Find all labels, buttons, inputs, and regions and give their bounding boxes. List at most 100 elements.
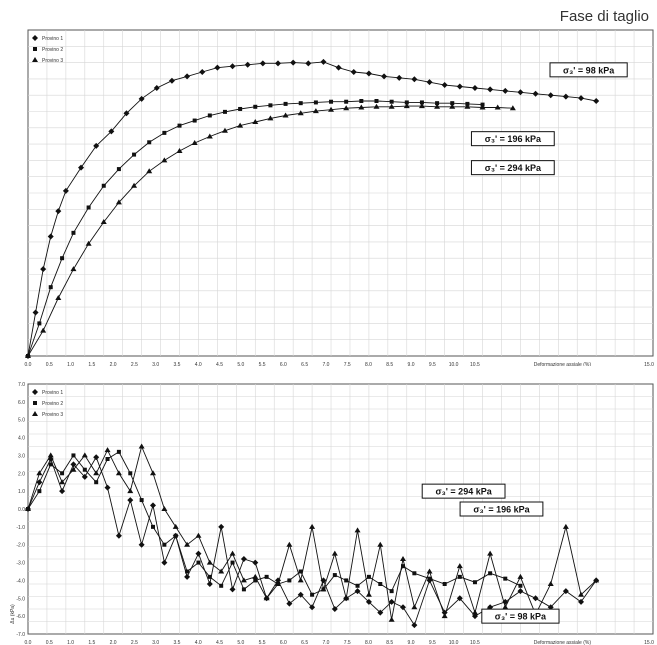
top-legend-marker bbox=[32, 35, 38, 41]
bottom-data-point bbox=[184, 573, 191, 580]
top-data-point bbox=[116, 167, 121, 172]
top-x-tick-label: 0.5 bbox=[46, 362, 53, 366]
top-data-point bbox=[456, 83, 463, 90]
bottom-data-point bbox=[441, 613, 448, 619]
bottom-data-point bbox=[593, 577, 600, 583]
bottom-x-tick-label: 1.5 bbox=[88, 640, 95, 645]
top-data-point bbox=[479, 104, 486, 110]
bottom-y-tick-label: 5.0 bbox=[18, 418, 25, 424]
bottom-data-point bbox=[309, 523, 316, 529]
top-data-point bbox=[146, 168, 153, 174]
top-annotation-box bbox=[470, 131, 555, 147]
top-data-point bbox=[344, 99, 349, 104]
bottom-data-point bbox=[547, 581, 554, 586]
top-data-point bbox=[168, 77, 175, 84]
bottom-y-tick-label: 1.0 bbox=[18, 489, 25, 495]
bottom-x-tick-label: 4.5 bbox=[216, 640, 223, 645]
top-data-point bbox=[32, 309, 39, 316]
top-data-point bbox=[449, 103, 456, 109]
bottom-data-point bbox=[562, 523, 569, 529]
top-data-point bbox=[221, 127, 228, 133]
top-data-point bbox=[335, 64, 342, 71]
bottom-data-point bbox=[400, 604, 406, 611]
bottom-data-point bbox=[365, 591, 372, 597]
bottom-data-point bbox=[309, 604, 316, 611]
top-data-point bbox=[305, 60, 312, 67]
bottom-data-point bbox=[401, 564, 405, 569]
top-data-point bbox=[282, 112, 289, 118]
bottom-data-point bbox=[150, 470, 156, 476]
top-legend-marker bbox=[33, 47, 37, 51]
top-data-point bbox=[100, 218, 107, 224]
bottom-data-point bbox=[378, 582, 383, 586]
top-annotation: σ₃' = 98 kPa bbox=[549, 62, 628, 78]
top-x-tick-label: 15.0 bbox=[644, 362, 654, 366]
bottom-data-point bbox=[264, 574, 269, 579]
bottom-y-tick-label: -6.0 bbox=[16, 614, 25, 620]
top-legend-marker bbox=[32, 57, 38, 62]
bottom-data-point bbox=[219, 583, 224, 588]
top-data-point bbox=[62, 187, 69, 194]
bottom-data-point bbox=[195, 532, 202, 538]
top-data-point bbox=[177, 123, 182, 128]
bottom-data-point bbox=[286, 600, 293, 607]
top-data-point bbox=[404, 100, 409, 105]
top-series-line bbox=[27, 100, 483, 357]
bottom-data-point bbox=[207, 574, 212, 579]
bottom-data-point bbox=[502, 604, 509, 610]
bottom-y-tick-label: -1.0 bbox=[16, 525, 25, 531]
bottom-x-tick-label: 9.5 bbox=[429, 640, 436, 645]
top-data-point bbox=[509, 105, 516, 111]
top-data-point bbox=[244, 61, 251, 68]
bottom-x-tick-label: 5.5 bbox=[259, 640, 266, 645]
top-data-point bbox=[343, 105, 350, 111]
top-data-point bbox=[85, 240, 92, 246]
bottom-data-point bbox=[127, 497, 134, 504]
bottom-data-point bbox=[128, 471, 133, 476]
top-annotation-box bbox=[549, 62, 628, 78]
bottom-y-tick-label: 6.0 bbox=[18, 400, 25, 406]
top-data-point bbox=[373, 103, 380, 109]
bottom-data-point bbox=[240, 577, 247, 583]
bottom-data-point bbox=[185, 569, 190, 574]
bottom-legend-marker bbox=[32, 411, 38, 416]
bottom-x-tick-label: 15.0 bbox=[644, 640, 654, 645]
bottom-data-point bbox=[173, 533, 178, 538]
bottom-x-tick-label: 8.0 bbox=[365, 640, 372, 645]
top-data-point bbox=[47, 233, 54, 240]
top-data-point bbox=[593, 97, 600, 104]
top-data-point bbox=[411, 76, 418, 83]
bottom-annotation-label: σ₃' = 294 kPa bbox=[435, 487, 492, 497]
bottom-series-line bbox=[27, 451, 521, 596]
bottom-data-point bbox=[354, 588, 361, 595]
bottom-data-point bbox=[139, 498, 144, 503]
bottom-x-tick-label: 8.5 bbox=[386, 640, 393, 645]
top-data-point bbox=[532, 90, 539, 97]
bottom-data-point bbox=[81, 452, 88, 458]
bottom-data-point bbox=[184, 541, 191, 547]
top-data-point bbox=[283, 101, 288, 106]
bottom-data-point bbox=[547, 604, 554, 611]
bottom-legend-label: Provino 1 bbox=[42, 390, 63, 396]
top-data-point bbox=[350, 69, 357, 76]
page-title: Fase di taglio bbox=[559, 8, 649, 25]
top-x-tick-label: 6.0 bbox=[280, 362, 287, 366]
top-data-point bbox=[55, 295, 62, 301]
bottom-data-point bbox=[344, 578, 349, 583]
bottom-data-point bbox=[37, 489, 42, 494]
top-data-point bbox=[78, 164, 85, 171]
top-data-point bbox=[358, 104, 365, 110]
top-data-point bbox=[138, 95, 145, 102]
bottom-data-point bbox=[93, 470, 100, 476]
top-x-tick-label: 8.5 bbox=[386, 362, 393, 366]
bottom-data-point bbox=[487, 604, 494, 611]
bottom-data-point bbox=[218, 523, 225, 530]
top-data-point bbox=[494, 104, 501, 110]
top-data-point bbox=[359, 98, 364, 103]
top-x-tick-label: 3.0 bbox=[152, 362, 159, 366]
bottom-series-3 bbox=[25, 443, 600, 622]
bottom-y-tick-label: 0.0 bbox=[18, 507, 25, 513]
bottom-data-point bbox=[116, 449, 121, 454]
bottom-data-point bbox=[115, 532, 122, 539]
top-data-point bbox=[320, 58, 327, 65]
